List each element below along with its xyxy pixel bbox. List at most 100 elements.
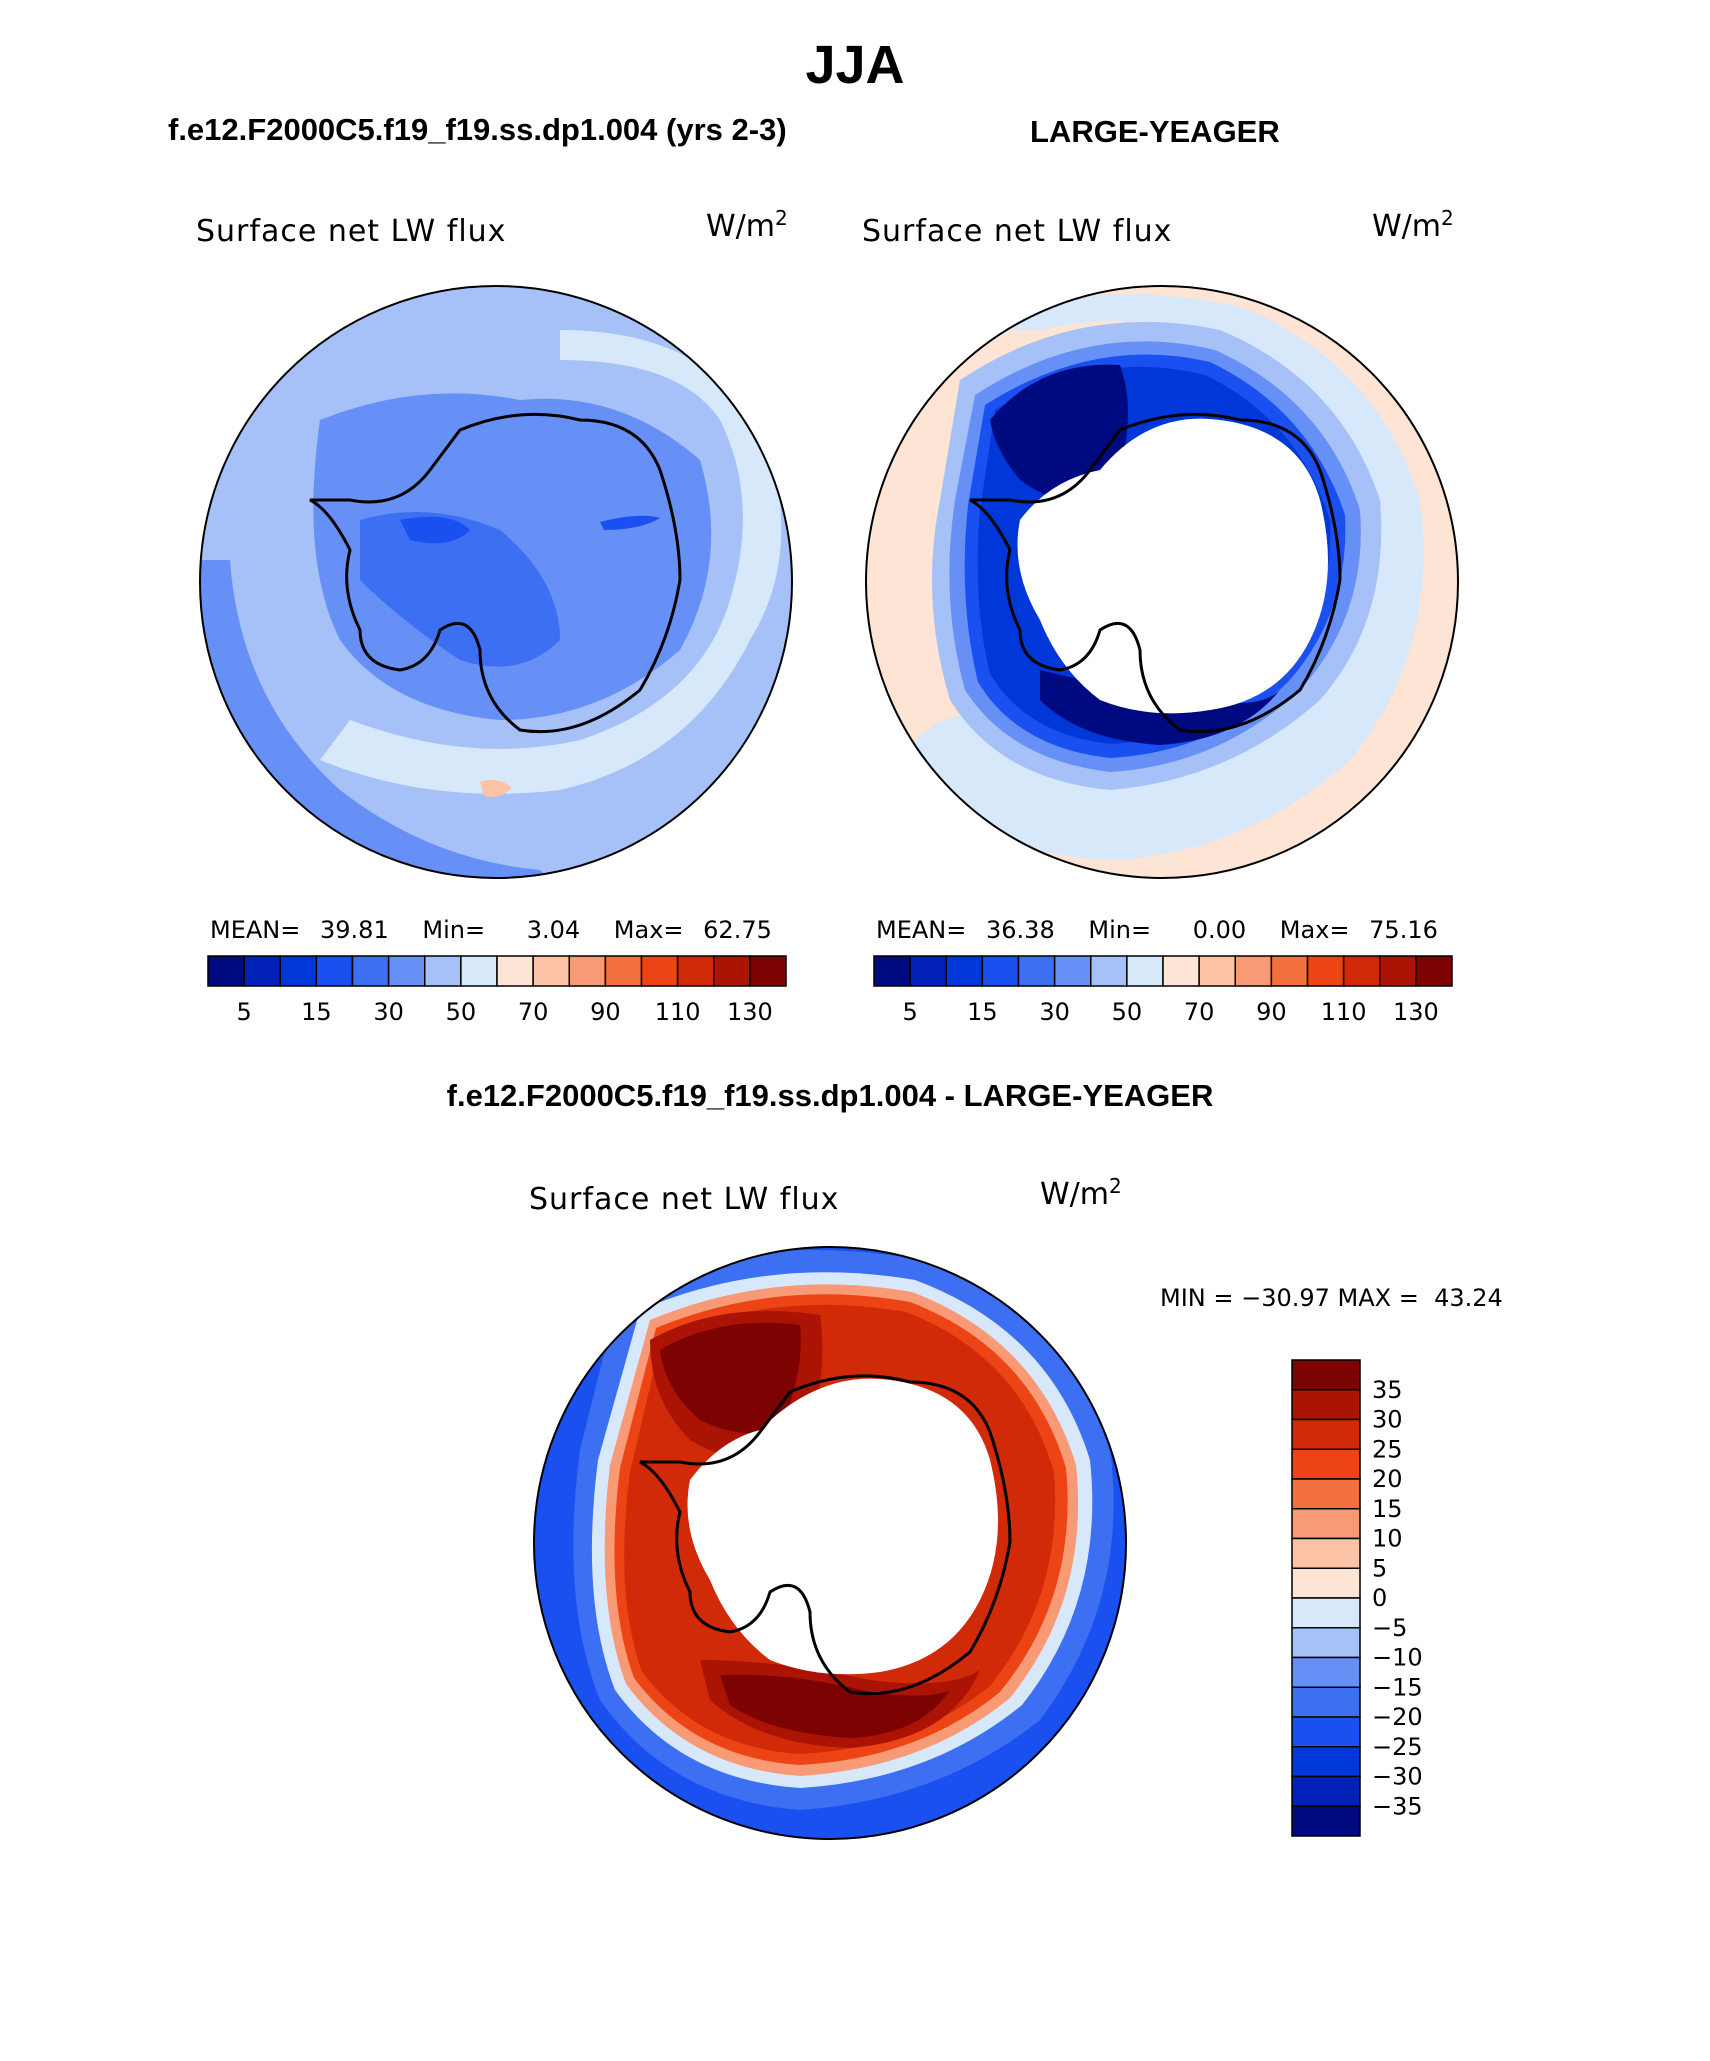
right-colorbar-tick-label: 15 [967,998,998,1026]
left-colorbar-swatch [387,955,426,987]
right-variable-label: Surface net LW flux [862,214,1173,249]
diff-colorbar-tick-label: −35 [1372,1792,1423,1820]
right-mean-value: 36.38 [986,916,1055,944]
right-colorbar-swatch [1379,955,1417,987]
right-units-label: W/m2 [1372,206,1454,244]
right-antarctica-outline [969,412,1342,734]
diff-colorbar-tick-label: 30 [1372,1406,1403,1434]
diff-colorbar-swatch [1291,1716,1361,1748]
left-colorbar-swatch [604,955,643,987]
diff-colorbar-tick-label: 25 [1372,1435,1403,1463]
left-colorbar-swatch [351,955,390,987]
right-colorbar-swatch [1090,955,1128,987]
diff-case-title: f.e12.F2000C5.f19_f19.ss.dp1.004 - LARGE… [446,1078,1214,1113]
left-darkest-patch [400,516,470,544]
right-min-value: 0.00 [1192,916,1247,944]
left-mean-value: 39.81 [320,916,389,944]
right-map-border [865,285,1459,879]
right-darkest-north [990,364,1128,503]
diff-colorbar-tick-label: −20 [1372,1703,1423,1731]
left-variable-label: Surface net LW flux [196,214,507,249]
right-colorbar-swatch [1198,955,1236,987]
left-pale-ring [320,330,782,794]
left-dark-region [360,512,560,667]
left-colorbar-tick-label: 30 [373,998,404,1026]
left-colorbar-swatch [207,955,245,987]
right-max-label: Max= [1279,916,1350,944]
right-colorbar-swatch [909,955,947,987]
diff-colorbar-tick-label: 20 [1372,1465,1403,1493]
diff-colorbar-tick-label: 15 [1372,1495,1403,1523]
left-colorbar-swatch [315,955,354,987]
diff-colorbar-swatch [1291,1448,1361,1480]
left-colorbar: 5 15 30 50 70 90 110 130 [207,955,787,1026]
left-min-value: 3.04 [526,916,581,944]
left-map-border [199,285,793,879]
right-colorbar-tick-label: 5 [902,998,917,1026]
right-colorbar-swatch [1234,955,1273,987]
diff-colorbar-swatch [1291,1478,1361,1510]
left-max-value: 62.75 [703,916,772,944]
diff-colorbar-swatch [1291,1537,1361,1569]
diff-land-mask [687,1378,998,1675]
diff-colorbar-swatch [1291,1567,1361,1599]
right-colorbar-tick-label: 70 [1184,998,1215,1026]
right-colorbar-swatch [1126,955,1164,987]
diff-colorbar-swatch [1291,1359,1361,1391]
diff-colorbar-swatch [1291,1656,1361,1688]
left-colorbar-swatch [532,955,570,987]
left-colorbar-swatch [460,955,498,987]
season-title: JJA [805,35,905,95]
left-colorbar-swatch [424,955,462,987]
diff-colorbar-swatch [1291,1508,1361,1540]
left-darkest-streak [600,515,660,530]
right-colorbar-tick-label: 130 [1393,998,1439,1026]
left-colorbar-tick-label: 130 [727,998,773,1026]
diff-colorbar-tick-label: −10 [1372,1644,1423,1672]
right-units-base: W/m [1372,209,1441,244]
left-polar-map [200,286,792,878]
left-colorbar-tick-label: 90 [590,998,621,1026]
left-colorbar-swatch [568,955,607,987]
diff-colorbar-tick-label: −30 [1372,1763,1423,1791]
diff-colorbar-swatch [1291,1389,1361,1421]
diff-colorbar-tick-label: −5 [1372,1614,1407,1642]
left-colorbar-swatch [676,955,715,987]
diff-polar-map [534,1247,1126,1839]
diff-antarctica-outline [639,1374,1012,1696]
right-colorbar-swatch [1053,955,1092,987]
diff-colorbar-tick-label: −15 [1372,1673,1423,1701]
left-colorbar-tick-label: 70 [518,998,549,1026]
right-colorbar-swatch [945,955,984,987]
diff-minmax-label: MIN = −30.97 MAX = 43.24 [1160,1284,1503,1312]
diff-colorbar-tick-label: 35 [1372,1376,1403,1404]
diff-colorbar-tick-label: −25 [1372,1733,1423,1761]
right-colorbar-tick-label: 90 [1256,998,1287,1026]
diff-units-exp: 2 [1109,1174,1122,1198]
left-colorbar-tick-label: 110 [655,998,701,1026]
right-colorbar-swatch [1270,955,1309,987]
left-colorbar-tick-label: 50 [446,998,477,1026]
right-case-title: LARGE-YEAGER [1030,114,1280,149]
diff-darkest-north [660,1322,801,1434]
diff-colorbar-tick-label: 0 [1372,1584,1387,1612]
left-colorbar-swatch [749,955,787,987]
left-colorbar-tick-label: 15 [301,998,332,1026]
left-mean-label: MEAN= [210,916,301,944]
left-antarctica-outline [309,412,682,734]
diff-units-base: W/m [1040,1177,1109,1212]
right-colorbar-swatch [1017,955,1056,987]
right-colorbar-swatch [1162,955,1200,987]
right-units-exp: 2 [1441,206,1454,230]
right-mean-label: MEAN= [876,916,967,944]
left-colorbar-swatch [640,955,679,987]
left-stats: MEAN= 39.81 Min= 3.04 Max= 62.75 [210,916,772,944]
left-colorbar-swatch [713,955,751,987]
diff-variable-label: Surface net LW flux [529,1182,840,1217]
diff-colorbar-swatch [1291,1418,1361,1450]
left-warm-patch [480,780,512,797]
diff-map-border [533,1246,1127,1840]
diff-colorbar-tick-label: 10 [1372,1525,1403,1553]
right-colorbar: 5 15 30 50 70 90 110 130 [873,955,1453,1026]
diff-colorbar-tick-label: 5 [1372,1554,1387,1582]
